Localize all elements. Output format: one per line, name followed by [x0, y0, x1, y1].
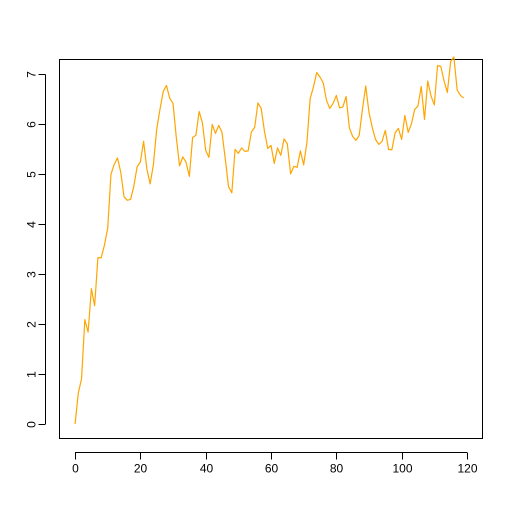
y-tick-label: 5 [25, 171, 39, 178]
x-tick-label: 100 [392, 462, 412, 476]
x-tick-label: 40 [200, 462, 214, 476]
series-layer [74, 56, 465, 425]
y-tick-label: 4 [25, 221, 39, 228]
y-tick-label: 3 [25, 271, 39, 278]
y-tick-label: 6 [25, 121, 39, 128]
plot-frame [59, 59, 483, 439]
x-tick-label: 80 [330, 462, 344, 476]
x-tick-label: 20 [134, 462, 148, 476]
y-tick-label: 7 [25, 71, 39, 78]
x-tick-label: 120 [457, 462, 477, 476]
x-tick-label: 0 [72, 462, 79, 476]
y-tick-label: 0 [25, 421, 39, 428]
series-line [74, 56, 465, 425]
y-axis: 0 1 2 3 4 5 6 7 [25, 71, 46, 428]
x-tick-label: 60 [265, 462, 279, 476]
y-tick-label: 2 [25, 321, 39, 328]
x-axis: 0 20 40 60 80 100 120 [72, 452, 478, 476]
y-tick-label: 1 [25, 371, 39, 378]
